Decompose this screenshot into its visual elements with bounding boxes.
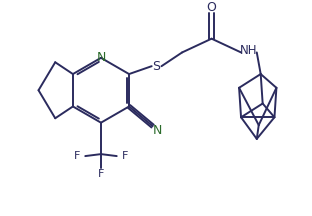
Text: F: F	[98, 169, 104, 179]
Text: S: S	[153, 60, 161, 73]
Text: F: F	[121, 151, 128, 161]
Text: O: O	[207, 1, 217, 14]
Text: N: N	[96, 51, 106, 64]
Text: N: N	[153, 124, 162, 137]
Text: NH: NH	[240, 44, 258, 57]
Text: F: F	[74, 151, 80, 161]
